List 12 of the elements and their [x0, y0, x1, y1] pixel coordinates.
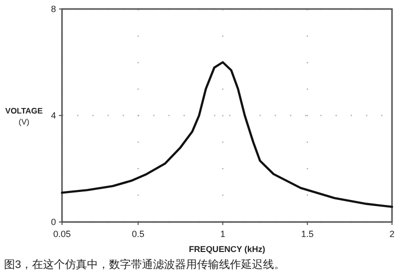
x-axis-title: FREQUENCY (kHz)	[188, 244, 266, 254]
line-series	[60, 61, 394, 208]
x-tick-label: 1	[220, 229, 226, 239]
y-tick-label: 8	[50, 4, 56, 14]
y-tick-label: 0	[50, 217, 56, 227]
x-tick-label: 1.5	[301, 229, 314, 239]
caption: 图3，在这个仿真中，数字带通滤波器用传输线作延迟线。	[4, 258, 286, 271]
x-tick-label: 0.05	[53, 229, 71, 239]
y-axis-title: VOLTAGE (V)	[5, 106, 44, 126]
x-tick-label: 2	[389, 229, 395, 239]
y-tick-label: 4	[50, 110, 56, 120]
x-tick-label: 0.5	[132, 229, 144, 239]
